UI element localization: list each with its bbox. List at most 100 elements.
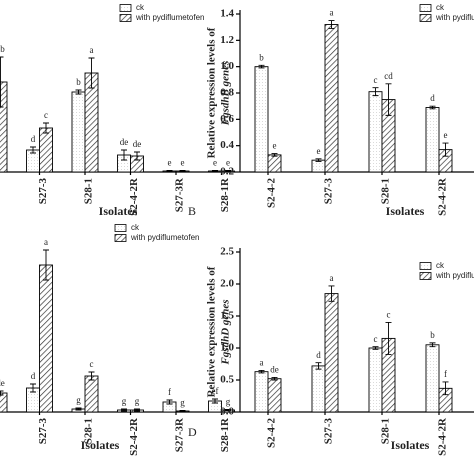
error-bar [30, 146, 36, 154]
x-tick-label: S27-3 [37, 178, 49, 205]
significance-letter: f [168, 387, 171, 397]
legend-swatch [419, 4, 432, 12]
x-tick-label: S28-1 [83, 418, 95, 444]
bar [71, 91, 86, 173]
legend-swatch [114, 234, 127, 242]
x-tick-label: S2-4-2 [266, 418, 278, 448]
x-axis-title: Isolates [81, 438, 120, 452]
y-tick-label: 1.0 [220, 342, 234, 354]
x-tick-label: S2-4-2R [128, 417, 140, 456]
y-axis-title: Relative expression levels of [206, 27, 218, 158]
bar [254, 371, 269, 413]
y-tick-label: 0.6 [220, 113, 234, 125]
bar [267, 154, 282, 173]
x-tick-label: S28-1 [380, 178, 392, 204]
bar [324, 24, 339, 173]
significance-letter: c [44, 110, 48, 120]
error-bar [328, 20, 335, 29]
significance-letter: b [430, 330, 435, 340]
bar [0, 81, 8, 173]
x-tick-label: S27-3 [323, 178, 335, 205]
error-bar [212, 398, 218, 404]
legend-label: ck [436, 261, 445, 270]
y-tick-label: 1.4 [220, 8, 234, 20]
error-bar [179, 170, 186, 172]
error-bar [75, 407, 82, 411]
bar [425, 344, 440, 413]
x-axis-title: Isolates [391, 438, 430, 452]
legend-label: with pydiflumetofen [435, 13, 474, 22]
x-tick-label: S28-1R [219, 177, 231, 212]
error-bar [134, 408, 140, 412]
significance-letter: g [226, 397, 231, 407]
significance-letter: e [168, 158, 172, 168]
significance-letter: e [317, 146, 321, 156]
bar [368, 91, 383, 173]
bar [39, 264, 53, 413]
legend-swatch [119, 4, 132, 12]
bar [267, 378, 282, 413]
significance-letter: e [273, 141, 277, 151]
significance-letter: c [90, 359, 94, 369]
error-bar [88, 57, 95, 89]
y-tick-label: 1.0 [220, 60, 234, 72]
error-bar [225, 170, 231, 172]
error-bar [429, 105, 436, 110]
y-tick-label: 2.0 [220, 278, 234, 290]
bar [311, 365, 326, 413]
significance-letter: e [181, 158, 185, 168]
significance-letter: g [180, 398, 185, 408]
bar [425, 107, 440, 173]
error-bar [43, 122, 49, 134]
error-bar [212, 170, 218, 172]
x-tick-label: S2-4-2R [128, 177, 140, 216]
significance-letter: g [135, 396, 140, 406]
significance-letter: e [213, 158, 217, 168]
error-bar [75, 89, 82, 95]
bar [39, 127, 53, 173]
error-bar [372, 346, 379, 350]
bar [84, 375, 99, 413]
error-bar [258, 64, 265, 69]
y-tick-label: 0.4 [220, 139, 234, 151]
y-axis-title: Relative expression levels of [206, 266, 218, 397]
error-bar [315, 362, 322, 370]
error-bar [166, 170, 173, 172]
legend-label: with pydiflumetofen [435, 271, 474, 280]
significance-letter: b [259, 52, 264, 62]
bar [324, 293, 339, 413]
significance-letter: d [31, 134, 36, 144]
panel-label: B [188, 204, 196, 218]
legend-swatch [419, 14, 432, 22]
x-tick-label: S27-3 [37, 418, 49, 445]
error-bar [429, 342, 436, 348]
error-bar [442, 381, 449, 396]
y-axis-title: FgsdhD genes [220, 299, 232, 365]
significance-letter: g [122, 396, 127, 406]
significance-letter: f [444, 369, 447, 379]
error-bar [0, 390, 4, 396]
x-tick-label: S28-1 [380, 418, 392, 444]
significance-letter: b [76, 77, 81, 87]
x-tick-label: S27-3R [174, 417, 186, 452]
significance-letter: ab [0, 44, 5, 54]
error-bar [372, 87, 379, 97]
bar [0, 392, 8, 413]
legend-swatch [119, 14, 132, 22]
significance-letter: de [133, 139, 142, 149]
legend-swatch [419, 272, 432, 280]
significance-letter: e [226, 158, 230, 168]
significance-letter: d [316, 350, 321, 360]
y-tick-label: 2.5 [220, 246, 234, 258]
significance-letter: c [387, 309, 391, 319]
significance-letter: a [260, 357, 264, 367]
y-tick-label: 1.5 [220, 310, 234, 322]
y-tick-label: 0.8 [220, 87, 234, 99]
error-bar [88, 371, 95, 381]
error-bar [121, 149, 127, 161]
significance-letter: de [270, 365, 279, 375]
y-tick-label: 0.2 [220, 166, 234, 178]
significance-letter: c [374, 334, 378, 344]
x-tick-label: S2-4-2 [266, 178, 278, 208]
error-bar [134, 151, 140, 161]
